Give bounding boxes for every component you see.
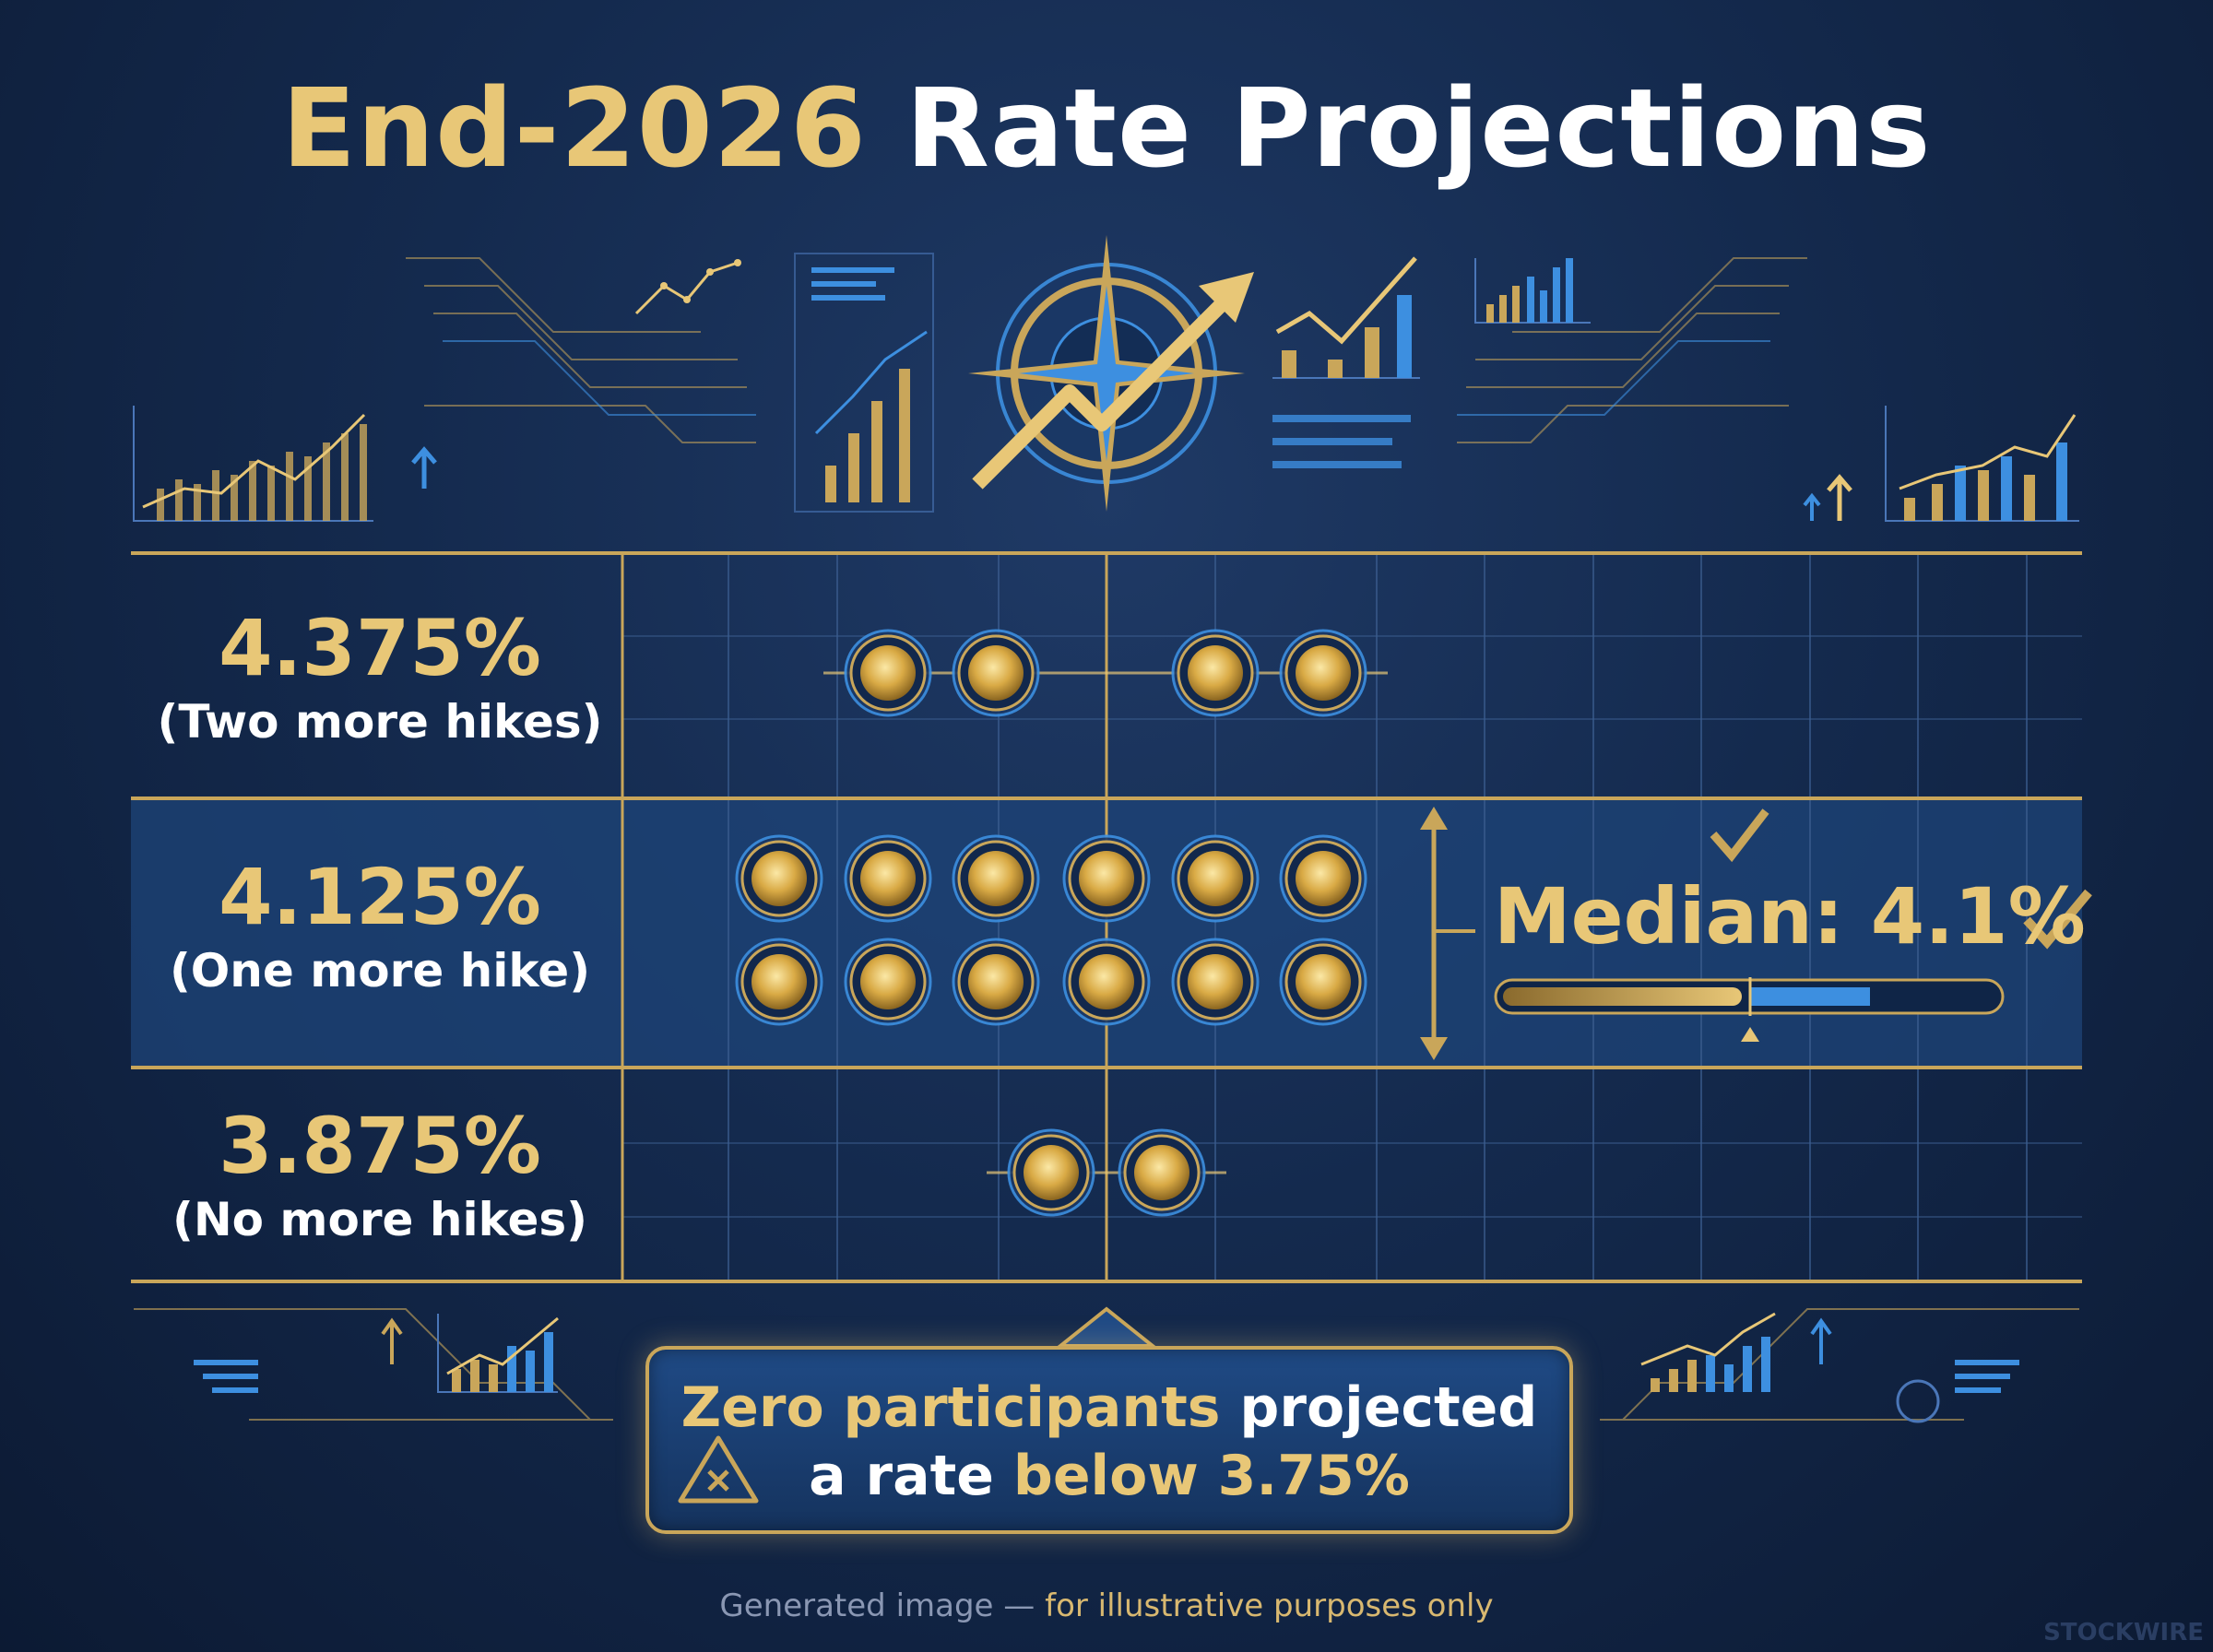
- projection-dot: [844, 938, 932, 1026]
- range-arrow: [1420, 807, 1475, 1060]
- rate-value: 4.375%: [219, 603, 541, 693]
- warning-icon: [678, 1435, 759, 1504]
- line-chart-icon: [634, 259, 741, 315]
- bottom-right-chart-icon: [1640, 1312, 2019, 1423]
- row-label-3875: 3.875% (No more hikes): [131, 1102, 629, 1249]
- projection-dot: [1171, 834, 1260, 923]
- callout-text-part: a rate: [809, 1444, 995, 1508]
- projection-dot: [1118, 1128, 1206, 1217]
- page-title: End-2026 Rate Projections: [0, 65, 2213, 192]
- footer-illustration: [134, 1306, 2079, 1423]
- row-label-4375: 4.375% (Two more hikes): [131, 604, 629, 751]
- callout-highlight: below 3.75%: [1012, 1444, 1410, 1508]
- projection-dot: [1279, 834, 1367, 923]
- projection-dot: [735, 938, 823, 1026]
- projection-dot: [1279, 629, 1367, 717]
- projection-dot: [1279, 938, 1367, 1026]
- checkmark-icon: [2023, 889, 2092, 950]
- chart-grid-lines: [131, 551, 2082, 1283]
- rate-description: (Two more hikes): [157, 695, 603, 749]
- header-illustration: [133, 235, 2079, 522]
- median-progress-bar: [1494, 977, 2005, 1042]
- bar-chart-panel-icon: [794, 253, 934, 513]
- projection-dot: [1171, 629, 1260, 717]
- checkmark-icon: [1710, 808, 1769, 863]
- callout-highlight: Zero participants: [680, 1375, 1221, 1440]
- compass-icon: [968, 235, 1254, 512]
- watermark: STOCKWIRE: [2043, 1619, 2204, 1646]
- right-chart-icon: [1803, 406, 2079, 522]
- left-chart-icon: [133, 406, 437, 522]
- callout-text-part: projected: [1239, 1375, 1538, 1440]
- rate-description: (One more hike): [169, 944, 591, 997]
- row-label-4125: 4.125% (One more hike): [131, 853, 629, 1000]
- footer-disclaimer: Generated image — for illustrative purpo…: [0, 1587, 2213, 1624]
- median-fill-blue: [1750, 987, 1870, 1006]
- footer-text-highlight: for illustrative purposes only: [1045, 1587, 1494, 1624]
- dot-series: [735, 629, 1388, 1217]
- projection-dot: [952, 938, 1040, 1026]
- small-bar-icon: [1474, 258, 1591, 324]
- growth-bar-icon: [1272, 256, 1420, 468]
- footer-text: Generated image —: [719, 1587, 1035, 1624]
- rate-value: 3.875%: [219, 1101, 541, 1191]
- projection-dot: [735, 834, 823, 923]
- median-marker-icon: [1741, 1027, 1759, 1042]
- callout-box: Zero participants projected a rate below…: [645, 1346, 1573, 1534]
- rate-value: 4.125%: [219, 852, 541, 942]
- projection-dot: [1062, 834, 1151, 923]
- callout-text: Zero participants projected a rate below…: [649, 1374, 1569, 1510]
- projection-dot: [844, 834, 932, 923]
- projection-dot: [952, 834, 1040, 923]
- bottom-left-chart-icon: [194, 1314, 559, 1393]
- projection-dot: [844, 629, 932, 717]
- projection-dot: [1171, 938, 1260, 1026]
- callout-pointer: [1055, 1306, 1158, 1348]
- title-main: Rate Projections: [905, 65, 1932, 192]
- median-label: Median: 4.1%: [1494, 871, 2086, 962]
- projection-dot: [1007, 1128, 1095, 1217]
- projection-dot: [952, 629, 1040, 717]
- rate-description: (No more hikes): [172, 1193, 588, 1246]
- projection-dot: [1062, 938, 1151, 1026]
- median-fill-gold: [1503, 987, 1742, 1006]
- title-highlight: End-2026: [281, 65, 868, 192]
